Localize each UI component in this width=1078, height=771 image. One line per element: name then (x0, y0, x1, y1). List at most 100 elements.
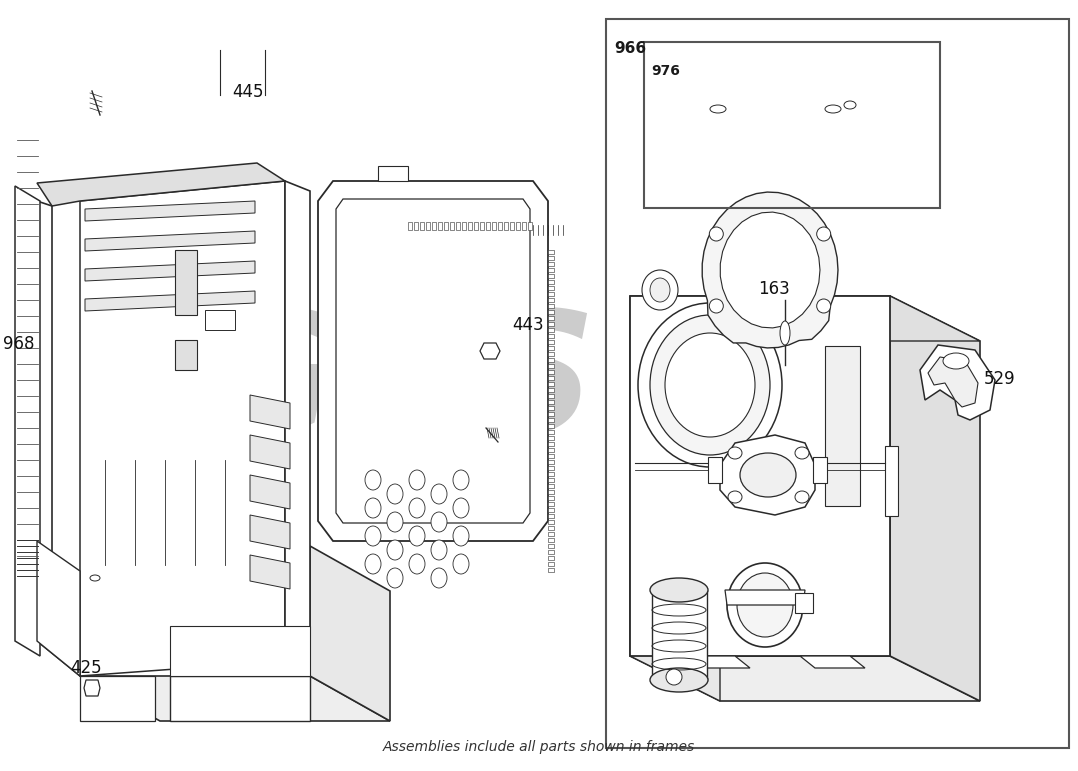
Ellipse shape (387, 484, 403, 504)
Text: 443: 443 (512, 316, 543, 334)
Ellipse shape (650, 315, 770, 455)
Bar (522, 222, 526, 230)
Bar (548, 466, 554, 470)
Bar (548, 382, 554, 386)
Ellipse shape (665, 333, 755, 437)
Polygon shape (37, 201, 80, 676)
Ellipse shape (709, 227, 723, 241)
Text: 529: 529 (984, 370, 1015, 388)
Ellipse shape (737, 573, 793, 637)
Text: 425: 425 (70, 659, 101, 677)
Bar (480, 222, 484, 230)
Ellipse shape (794, 447, 808, 459)
Ellipse shape (453, 470, 469, 490)
Ellipse shape (650, 668, 708, 692)
Polygon shape (920, 345, 995, 420)
Ellipse shape (409, 526, 425, 546)
Ellipse shape (387, 540, 403, 560)
Polygon shape (250, 475, 290, 509)
Polygon shape (80, 676, 390, 721)
Ellipse shape (780, 321, 790, 345)
Bar (548, 448, 554, 452)
Ellipse shape (817, 299, 831, 313)
Ellipse shape (409, 498, 425, 518)
Ellipse shape (943, 353, 969, 369)
Bar (438, 222, 442, 230)
Polygon shape (15, 186, 40, 656)
Bar (548, 556, 554, 560)
Bar (548, 520, 554, 524)
Bar (492, 222, 496, 230)
Ellipse shape (728, 447, 742, 459)
Bar (548, 346, 554, 350)
Ellipse shape (844, 101, 856, 109)
Bar (548, 460, 554, 464)
Polygon shape (85, 231, 255, 251)
Ellipse shape (825, 105, 841, 113)
Bar (548, 280, 554, 284)
Bar (548, 310, 554, 314)
Bar (498, 222, 502, 230)
Ellipse shape (431, 568, 447, 588)
Polygon shape (890, 296, 980, 701)
Ellipse shape (728, 491, 742, 503)
Ellipse shape (431, 512, 447, 532)
Polygon shape (720, 212, 820, 328)
Polygon shape (702, 192, 838, 348)
Polygon shape (37, 163, 285, 206)
Bar (548, 322, 554, 326)
Bar (548, 358, 554, 362)
Bar (486, 222, 490, 230)
Ellipse shape (409, 470, 425, 490)
Polygon shape (250, 395, 290, 429)
Polygon shape (685, 656, 750, 668)
Polygon shape (85, 201, 255, 221)
Ellipse shape (740, 453, 796, 497)
Bar (548, 376, 554, 380)
Bar (548, 484, 554, 488)
Ellipse shape (794, 491, 808, 503)
Bar (548, 412, 554, 416)
Polygon shape (250, 555, 290, 589)
Bar (794, 593, 813, 613)
Ellipse shape (387, 512, 403, 532)
Bar (548, 352, 554, 356)
Bar (548, 490, 554, 494)
Polygon shape (80, 676, 155, 721)
Polygon shape (630, 296, 890, 656)
Bar (175, 340, 197, 370)
Text: GHS: GHS (201, 304, 597, 467)
Text: 968: 968 (3, 335, 34, 353)
Bar (468, 222, 472, 230)
Bar (456, 222, 460, 230)
Ellipse shape (710, 105, 725, 113)
Polygon shape (378, 166, 407, 181)
Polygon shape (85, 291, 255, 311)
Ellipse shape (642, 270, 678, 310)
Bar (548, 250, 554, 254)
Ellipse shape (650, 278, 671, 302)
Bar (548, 268, 554, 272)
Polygon shape (37, 541, 80, 676)
Ellipse shape (727, 563, 803, 647)
Bar (548, 568, 554, 572)
Bar (548, 418, 554, 422)
Ellipse shape (431, 484, 447, 504)
Polygon shape (480, 343, 500, 359)
Bar (407, 222, 412, 230)
Bar (548, 550, 554, 554)
Bar (205, 310, 235, 330)
Polygon shape (725, 590, 805, 605)
Ellipse shape (650, 578, 708, 602)
Polygon shape (928, 357, 978, 407)
Ellipse shape (89, 575, 100, 581)
Polygon shape (285, 181, 310, 676)
Bar (548, 274, 554, 278)
Bar (444, 222, 448, 230)
Polygon shape (84, 680, 100, 696)
Ellipse shape (409, 554, 425, 574)
Polygon shape (630, 656, 980, 701)
Bar (548, 454, 554, 458)
Text: 163: 163 (758, 280, 789, 298)
Bar (175, 250, 197, 315)
